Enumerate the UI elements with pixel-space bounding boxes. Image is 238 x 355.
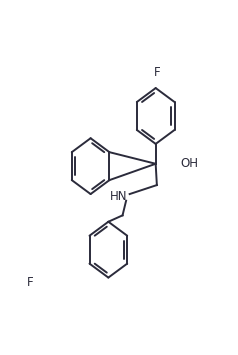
Text: HN: HN (110, 190, 128, 203)
Text: OH: OH (180, 157, 198, 170)
Text: F: F (27, 275, 34, 289)
Text: F: F (154, 66, 160, 80)
